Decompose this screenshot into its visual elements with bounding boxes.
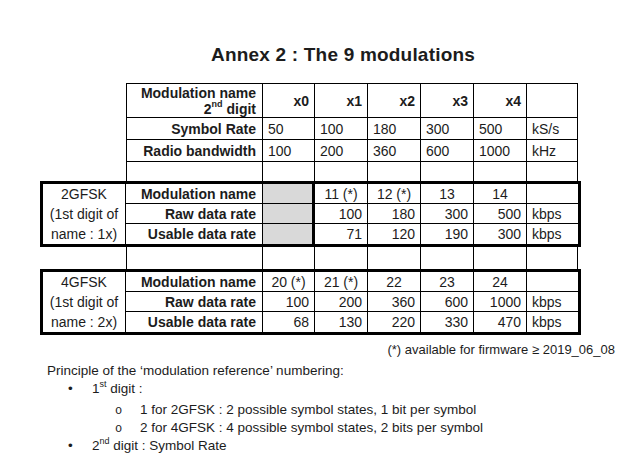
annex-title: Annex 2 : The 9 modulations bbox=[211, 44, 475, 66]
symbol-rate-row: Symbol Rate 50 100 180 300 500 kS/s bbox=[43, 118, 581, 140]
value-cell: 600 bbox=[421, 140, 474, 162]
raw-data-rate-row: Raw data rate 100 180 300 500 kbps bbox=[126, 204, 578, 224]
value-cell: 180 bbox=[368, 118, 421, 140]
value-cell: 12 (*) bbox=[368, 184, 421, 204]
table-header-row: Modulation name 2nd digit x0 x1 x2 x3 x4 bbox=[43, 83, 581, 118]
value-cell: 1000 bbox=[474, 292, 527, 312]
row-label: Usable data rate bbox=[126, 224, 263, 244]
row-label: Modulation name bbox=[126, 272, 263, 292]
value-cell: 100 bbox=[263, 140, 315, 162]
col-header-x0: x0 bbox=[263, 83, 315, 118]
radio-bandwidth-row: Radio bandwidth 100 200 360 600 1000 kHz bbox=[43, 140, 581, 162]
2gfsk-block: 2GFSK (1st digit of name : 1x) Modulatio… bbox=[40, 181, 581, 247]
sub-bullet-item-4gfsk: o2 for 4GFSK : 4 possible symbol states,… bbox=[115, 420, 483, 436]
value-cell: 20 (*) bbox=[263, 272, 315, 292]
spacer-cell bbox=[43, 162, 126, 181]
circle-bullet-icon: o bbox=[115, 404, 140, 418]
value-cell: 14 bbox=[474, 184, 527, 204]
4gfsk-block: 4GFSK (1st digit of name : 2x) Modulatio… bbox=[40, 269, 581, 335]
modulations-table: Modulation name 2nd digit x0 x1 x2 x3 x4… bbox=[43, 83, 581, 335]
value-cell: 68 bbox=[263, 312, 315, 332]
value-cell: 71 bbox=[315, 224, 368, 244]
unit-cell: kS/s bbox=[527, 118, 578, 140]
spacer-cell bbox=[43, 247, 126, 269]
row-label: Raw data rate bbox=[126, 204, 263, 224]
value-cell: 22 bbox=[368, 272, 421, 292]
value-cell: 21 (*) bbox=[315, 272, 368, 292]
unit-cell: kHz bbox=[527, 140, 578, 162]
bullet-item-second-digit: •2nd digit : Symbol Rate bbox=[68, 438, 227, 453]
unit-cell bbox=[527, 184, 578, 204]
usable-data-rate-row: Usable data rate 71 120 190 300 kbps bbox=[126, 224, 578, 244]
raw-data-rate-row: Raw data rate 100 200 360 600 1000 kbps bbox=[126, 292, 578, 312]
spacer-cell bbox=[43, 140, 126, 162]
row-label: Symbol Rate bbox=[126, 118, 263, 140]
modulation-name-row: Modulation name 20 (*) 21 (*) 22 23 24 bbox=[126, 272, 578, 292]
value-cell: 500 bbox=[474, 118, 527, 140]
notes-intro: Principle of the ‘modulation reference’ … bbox=[47, 363, 344, 378]
value-cell: 130 bbox=[315, 312, 368, 332]
sub-bullet-item-2gfsk: o1 for 2GFSK : 2 possible symbol states,… bbox=[115, 402, 476, 418]
value-cell: 360 bbox=[368, 140, 421, 162]
value-cell: 190 bbox=[421, 224, 474, 244]
header-label-line1: Modulation name bbox=[141, 85, 256, 101]
row-label: Usable data rate bbox=[126, 312, 263, 332]
document-page: Annex 2 : The 9 modulations Modulation n… bbox=[0, 0, 636, 463]
spacer-cell bbox=[43, 118, 126, 140]
value-cell: 300 bbox=[421, 118, 474, 140]
col-header-x1: x1 bbox=[315, 83, 368, 118]
bullet-icon: • bbox=[68, 438, 92, 453]
shaded-cell bbox=[263, 184, 315, 204]
unit-cell: kbps bbox=[527, 224, 578, 244]
unit-cell: kbps bbox=[527, 312, 578, 332]
bullet-item-first-digit: •1st digit : bbox=[68, 381, 143, 396]
value-cell: 23 bbox=[421, 272, 474, 292]
header-unit-cell bbox=[527, 83, 578, 118]
value-cell: 120 bbox=[368, 224, 421, 244]
spacer-cell bbox=[43, 83, 126, 118]
col-header-x2: x2 bbox=[368, 83, 421, 118]
value-cell: 600 bbox=[421, 292, 474, 312]
value-cell: 220 bbox=[368, 312, 421, 332]
circle-bullet-icon: o bbox=[115, 422, 140, 436]
value-cell: 200 bbox=[315, 292, 368, 312]
table-spacer-row bbox=[43, 162, 581, 181]
header-label-cell: Modulation name 2nd digit bbox=[126, 83, 263, 118]
value-cell: 100 bbox=[315, 118, 368, 140]
value-cell: 50 bbox=[263, 118, 315, 140]
row-label: Radio bandwidth bbox=[126, 140, 263, 162]
unit-cell: kbps bbox=[527, 292, 578, 312]
col-header-x3: x3 bbox=[421, 83, 474, 118]
row-label: Modulation name bbox=[126, 184, 263, 204]
block-side-label-2gfsk: 2GFSK (1st digit of name : 1x) bbox=[43, 184, 126, 244]
value-cell: 1000 bbox=[474, 140, 527, 162]
value-cell: 200 bbox=[315, 140, 368, 162]
value-cell: 300 bbox=[421, 204, 474, 224]
value-cell: 500 bbox=[474, 204, 527, 224]
value-cell: 11 (*) bbox=[315, 184, 368, 204]
value-cell: 100 bbox=[315, 204, 368, 224]
value-cell: 360 bbox=[368, 292, 421, 312]
value-cell: 180 bbox=[368, 204, 421, 224]
unit-cell bbox=[527, 272, 578, 292]
value-cell: 13 bbox=[421, 184, 474, 204]
modulation-name-row: Modulation name 11 (*) 12 (*) 13 14 bbox=[126, 184, 578, 204]
shaded-cell bbox=[263, 204, 315, 224]
table-spacer-row bbox=[43, 247, 581, 269]
col-header-x4: x4 bbox=[474, 83, 527, 118]
unit-cell: kbps bbox=[527, 204, 578, 224]
usable-data-rate-row: Usable data rate 68 130 220 330 470 kbps bbox=[126, 312, 578, 332]
value-cell: 470 bbox=[474, 312, 527, 332]
bullet-icon: • bbox=[68, 381, 92, 396]
header-label-line2: 2nd digit bbox=[204, 101, 256, 117]
value-cell: 330 bbox=[421, 312, 474, 332]
block-side-label-4gfsk: 4GFSK (1st digit of name : 2x) bbox=[43, 272, 126, 332]
value-cell: 24 bbox=[474, 272, 527, 292]
firmware-footnote: (*) available for firmware ≥ 2019_06_08 bbox=[300, 342, 615, 357]
shaded-cell bbox=[263, 224, 315, 244]
value-cell: 100 bbox=[263, 292, 315, 312]
value-cell: 300 bbox=[474, 224, 527, 244]
row-label: Raw data rate bbox=[126, 292, 263, 312]
